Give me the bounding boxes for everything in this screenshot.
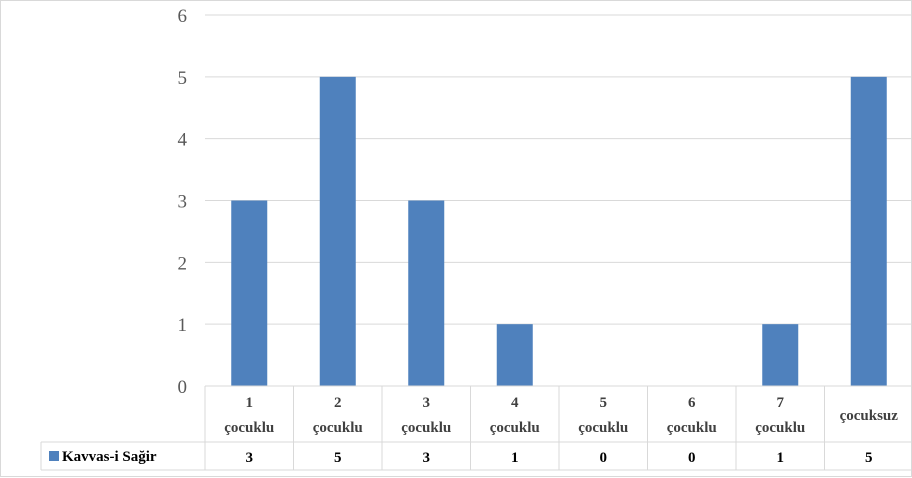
- bar-8: [850, 76, 887, 386]
- y-tick-label-5: 5: [178, 68, 188, 89]
- data-label-3: 3: [423, 450, 431, 466]
- y-tick-label-1: 1: [178, 315, 188, 336]
- x-tick-label-3-line-2: çocuklu: [401, 420, 451, 436]
- legend-swatch: [49, 451, 59, 461]
- x-tick-label-3-line-1: 3: [423, 395, 431, 411]
- y-tick-label-4: 4: [178, 130, 188, 151]
- x-tick-label-4-line-2: çocuklu: [490, 420, 540, 436]
- x-tick-label-5-line-2: çocuklu: [578, 420, 628, 436]
- legend-label: Kavvas-i Sağir: [62, 449, 157, 465]
- x-tick-label-7-line-1: 7: [777, 395, 785, 411]
- bar-1: [231, 200, 268, 386]
- x-tick-label-5-line-1: 5: [600, 395, 608, 411]
- bar-7: [762, 324, 799, 386]
- x-tick-label-1-line-2: çocuklu: [224, 420, 274, 436]
- bar-2: [319, 76, 356, 386]
- data-label-5: 0: [600, 450, 608, 466]
- bar-3: [408, 200, 445, 386]
- x-tick-label-1-line-1: 1: [246, 395, 254, 411]
- x-tick-label-6-line-1: 6: [688, 395, 696, 411]
- x-tick-label-2-line-1: 2: [334, 395, 342, 411]
- y-tick-label-0: 0: [178, 377, 188, 398]
- x-tick-label-7-line-2: çocuklu: [755, 420, 805, 436]
- data-label-4: 1: [511, 450, 519, 466]
- y-tick-label-3: 3: [178, 192, 188, 213]
- x-tick-label-2-line-2: çocuklu: [313, 420, 363, 436]
- y-tick-label-2: 2: [178, 253, 188, 274]
- data-label-1: 3: [246, 450, 254, 466]
- data-label-2: 5: [334, 450, 342, 466]
- x-tick-label-8: çocuksuz: [840, 408, 899, 424]
- y-tick-label-6: 6: [178, 6, 188, 27]
- x-tick-label-4-line-1: 4: [511, 395, 519, 411]
- x-tick-label-6-line-2: çocuklu: [667, 420, 717, 436]
- data-label-6: 0: [688, 450, 696, 466]
- bar-4: [496, 324, 533, 386]
- data-label-7: 1: [777, 450, 785, 466]
- data-label-8: 5: [865, 450, 873, 466]
